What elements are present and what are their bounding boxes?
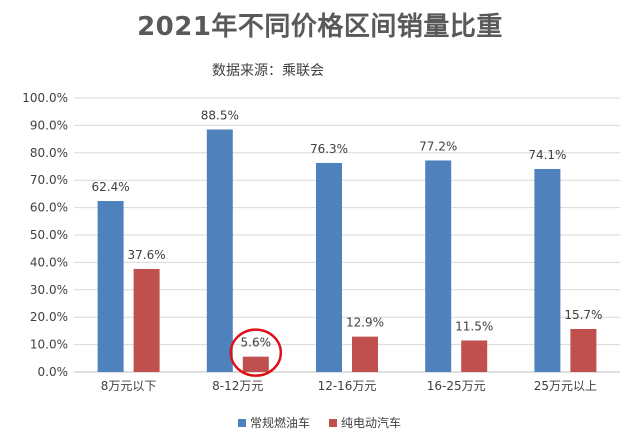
y-tick-label: 40.0% [30, 255, 68, 269]
y-tick-label: 10.0% [30, 338, 68, 352]
legend-label: 纯电动汽车 [341, 416, 402, 430]
legend-item-series-1: 常规燃油车 [238, 414, 310, 431]
y-tick-label: 20.0% [30, 310, 68, 324]
y-tick-label: 50.0% [30, 228, 68, 242]
y-tick-label: 30.0% [30, 283, 68, 297]
x-tick-label: 25万元以上 [534, 379, 597, 393]
y-tick-label: 70.0% [30, 173, 68, 187]
data-label: 11.5% [455, 319, 493, 333]
bar [570, 328, 597, 372]
y-tick-label: 60.0% [30, 201, 68, 215]
y-tick-label: 100.0% [22, 91, 68, 105]
highlight-circle [229, 328, 283, 377]
bar [97, 201, 124, 372]
data-label: 74.1% [528, 148, 566, 162]
data-label: 5.6% [241, 336, 272, 350]
bar [425, 160, 452, 372]
data-label: 88.5% [201, 109, 239, 123]
data-label: 12.9% [346, 316, 384, 330]
x-tick-label: 16-25万元 [427, 379, 486, 393]
bar [133, 268, 160, 372]
x-tick-label: 8-12万元 [212, 379, 263, 393]
legend-swatch [238, 418, 246, 427]
data-label: 76.3% [310, 142, 348, 156]
x-tick-label: 12-16万元 [318, 379, 377, 393]
y-tick-label: 80.0% [30, 146, 68, 160]
data-label: 62.4% [92, 180, 130, 194]
data-label: 77.2% [419, 139, 457, 153]
data-label: 37.6% [128, 248, 166, 262]
legend-swatch [329, 418, 337, 427]
bar [316, 162, 342, 372]
x-tick-label: 8万元以下 [101, 379, 157, 393]
y-tick-label: 0.0% [38, 365, 69, 379]
bar [534, 168, 561, 372]
bar [461, 340, 488, 372]
bar [352, 336, 378, 372]
chart-title: 2021年不同价格区间销量比重 [137, 12, 503, 42]
legend-item-series-2: 纯电动汽车 [329, 414, 401, 431]
bar [206, 129, 233, 372]
data-label: 15.7% [564, 308, 602, 322]
bar [242, 356, 269, 372]
y-tick-label: 90.0% [30, 118, 68, 132]
chart-subtitle: 数据来源：乘联会 [212, 63, 324, 79]
legend-label: 常规燃油车 [250, 416, 311, 430]
